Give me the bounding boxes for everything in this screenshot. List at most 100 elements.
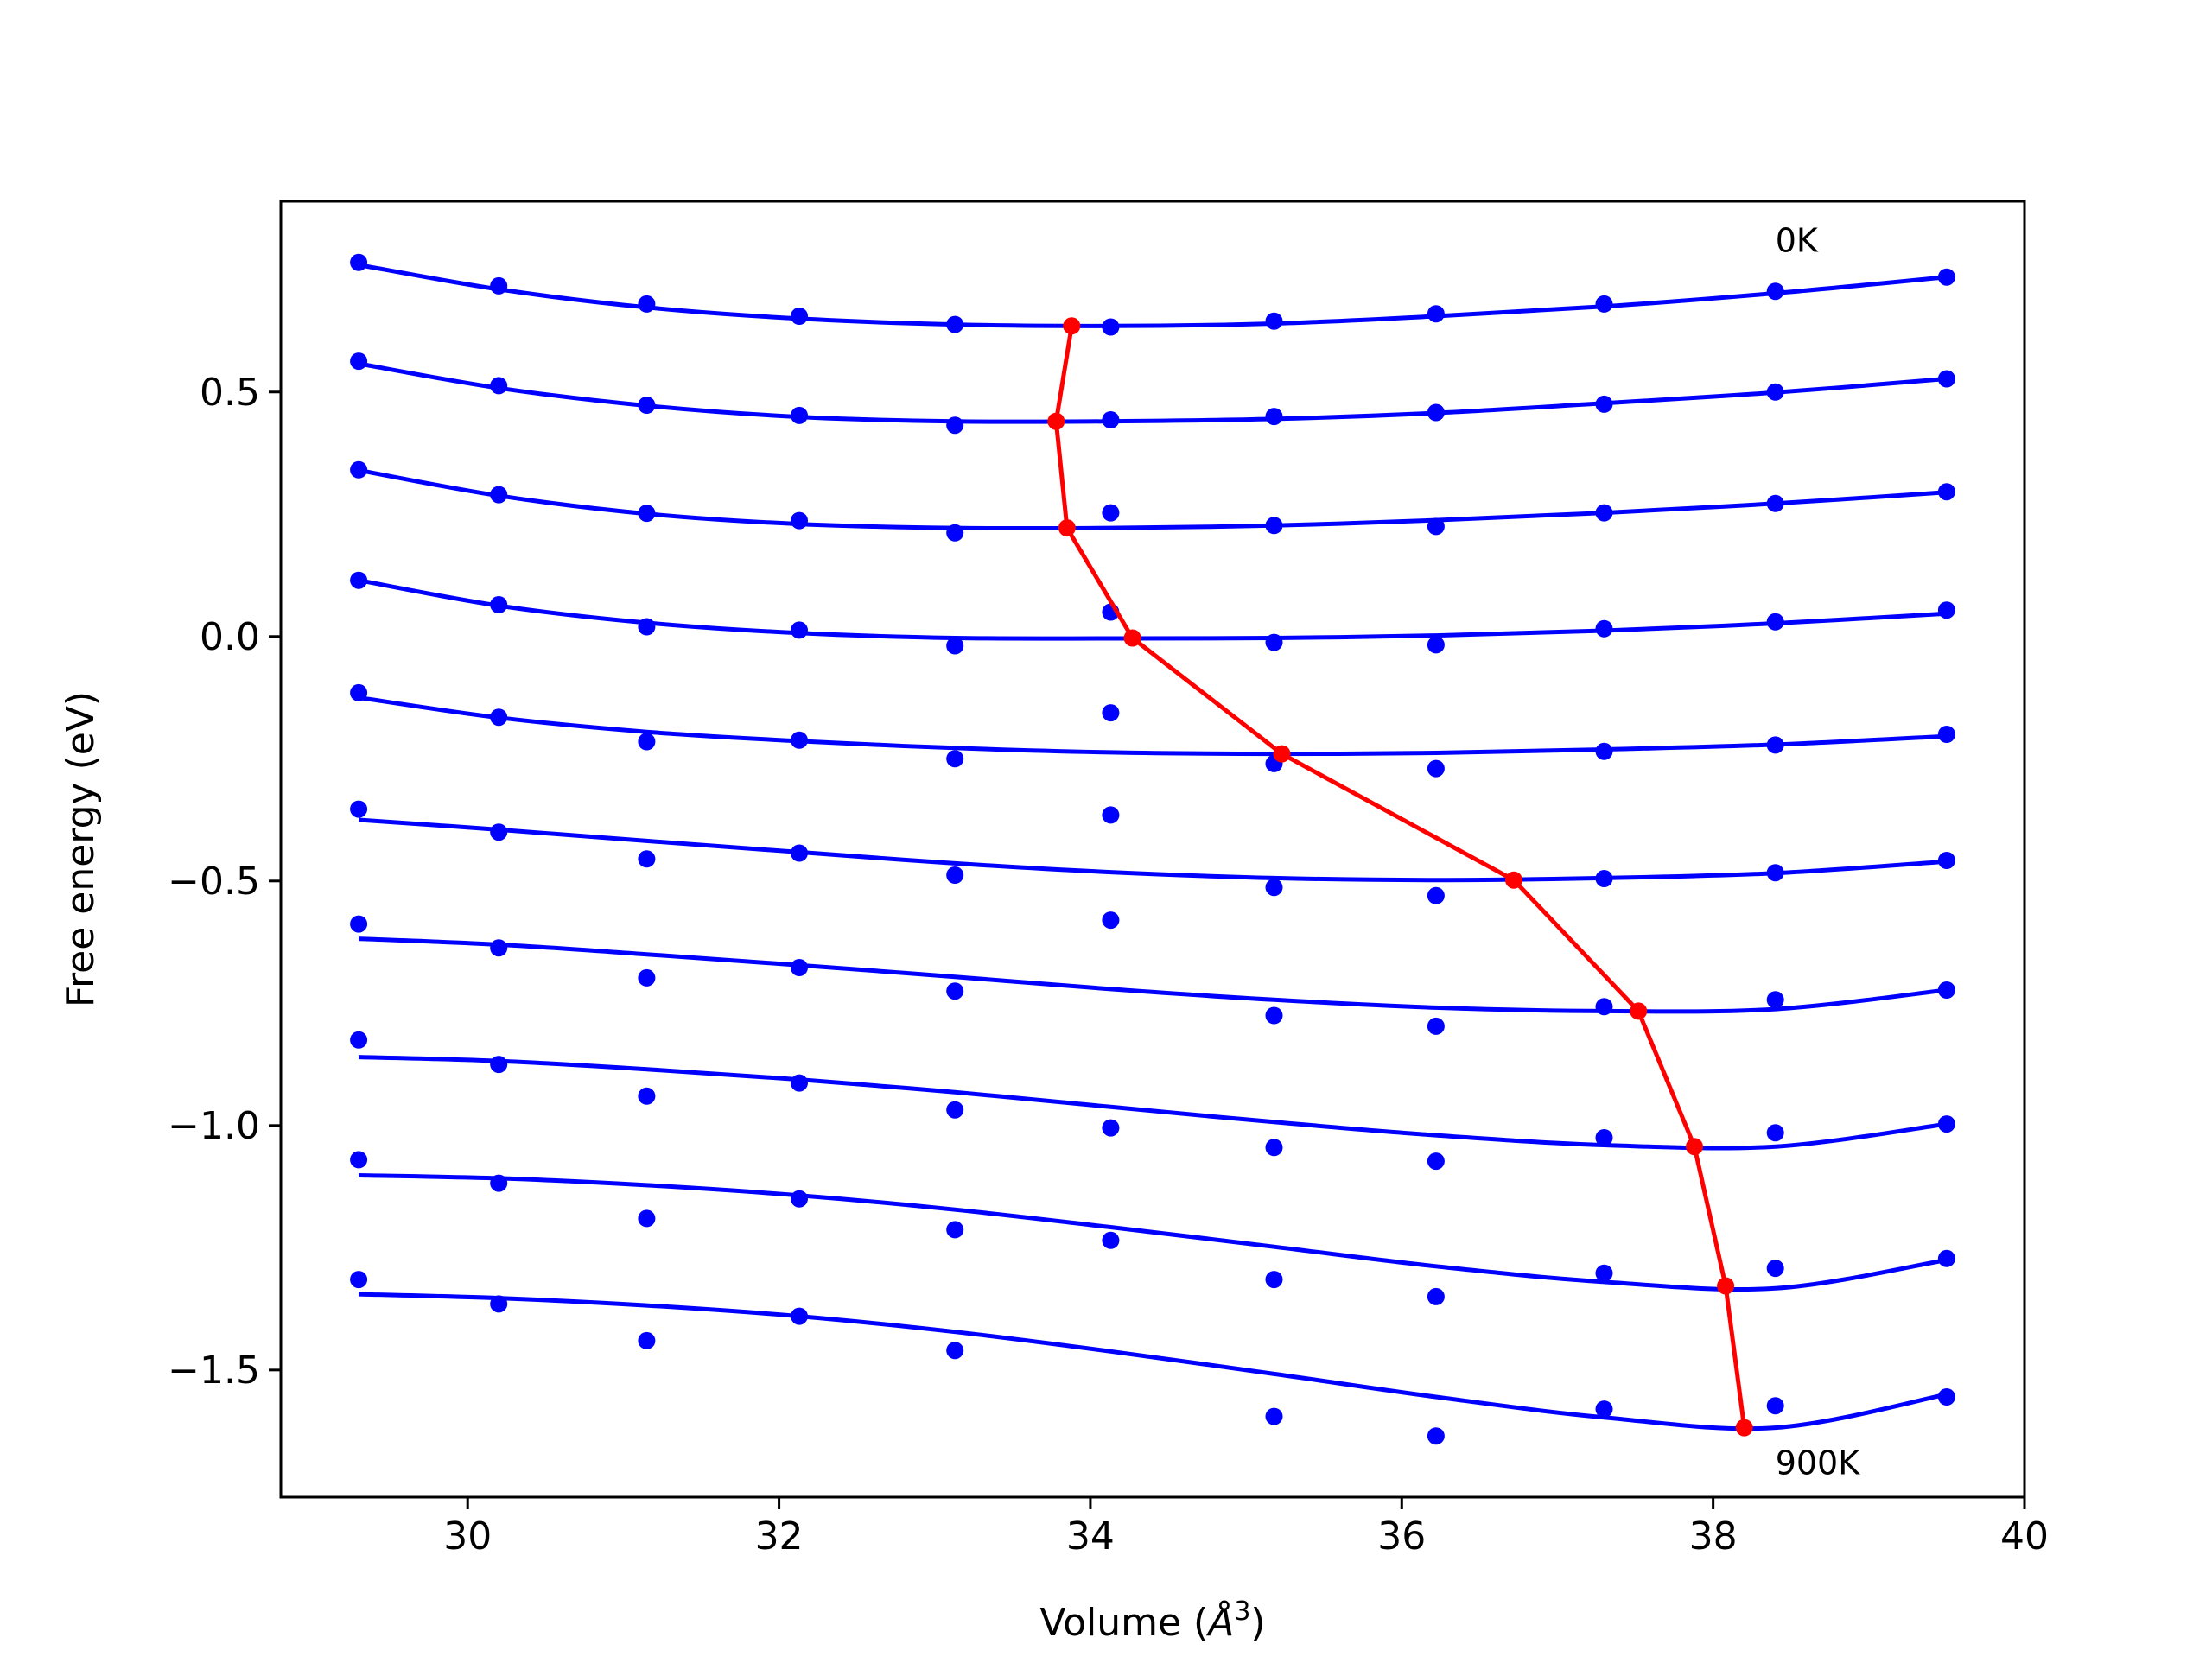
data-point-7-8 (1595, 1129, 1613, 1146)
data-point-2-7 (1427, 517, 1445, 536)
data-point-0-7 (1427, 305, 1445, 323)
data-point-4-0 (350, 683, 368, 701)
x-tick-label-4: 38 (1689, 1514, 1738, 1558)
data-point-4-2 (638, 733, 656, 751)
fit-curve-4 (358, 695, 1948, 757)
data-point-0-9 (1766, 282, 1784, 301)
data-point-5-6 (1265, 879, 1283, 897)
data-point-4-5 (1102, 704, 1120, 722)
equilibrium-point-2 (1058, 519, 1076, 537)
data-point-0-4 (946, 315, 964, 333)
data-point-6-10 (1937, 981, 1955, 999)
data-point-7-10 (1937, 1115, 1955, 1133)
data-point-6-9 (1766, 991, 1784, 1009)
data-point-4-3 (791, 731, 808, 749)
data-point-4-4 (946, 750, 964, 768)
data-point-2-9 (1766, 494, 1784, 512)
data-point-0-6 (1265, 312, 1283, 330)
data-point-6-8 (1595, 998, 1613, 1016)
equilibrium-point-8 (1717, 1277, 1735, 1295)
y-tick-label-4: −1.5 (168, 1349, 260, 1393)
x-axis-ticks: 30 32 34 36 38 40 (443, 1497, 2049, 1558)
data-point-9-2 (638, 1331, 656, 1349)
data-point-9-7 (1427, 1427, 1445, 1445)
data-point-3-0 (350, 571, 368, 589)
fit-curve-0 (358, 263, 1948, 328)
data-point-6-2 (638, 968, 656, 987)
x-axis-label-exponent: 3 (1234, 1596, 1250, 1627)
data-point-9-8 (1595, 1400, 1613, 1419)
data-point-5-9 (1766, 864, 1784, 882)
data-point-1-4 (946, 416, 964, 435)
data-point-5-5 (1102, 806, 1120, 824)
x-tick-label-0: 30 (443, 1514, 492, 1558)
data-point-2-1 (490, 486, 508, 504)
fit-curve-8 (359, 1173, 1948, 1292)
x-tick-label-1: 32 (755, 1514, 804, 1558)
data-point-9-9 (1766, 1397, 1784, 1415)
data-point-7-2 (638, 1087, 656, 1105)
data-point-8-1 (490, 1174, 508, 1192)
data-point-1-0 (350, 352, 368, 371)
data-point-6-1 (490, 939, 508, 957)
data-point-6-4 (946, 982, 964, 1000)
curve-annotations: 0K 900K (1776, 221, 1861, 1482)
data-point-6-5 (1102, 911, 1120, 930)
data-point-3-2 (638, 618, 656, 636)
y-tick-label-1: 0.0 (200, 615, 260, 659)
data-point-9-4 (946, 1342, 964, 1360)
y-tick-label-2: −0.5 (168, 860, 260, 904)
data-point-5-0 (350, 800, 368, 818)
data-point-5-10 (1937, 852, 1955, 869)
data-point-1-7 (1427, 403, 1445, 422)
data-point-5-7 (1427, 886, 1445, 904)
data-point-1-8 (1595, 395, 1613, 413)
data-point-8-6 (1265, 1271, 1283, 1289)
data-point-7-4 (946, 1101, 964, 1119)
equilibrium-point-9 (1735, 1419, 1753, 1437)
data-point-9-3 (791, 1307, 808, 1325)
data-point-4-8 (1595, 742, 1613, 760)
data-point-1-9 (1766, 383, 1784, 401)
data-point-8-10 (1937, 1249, 1955, 1267)
fit-curve-6 (358, 936, 1948, 1014)
data-point-5-4 (946, 866, 964, 884)
data-point-5-2 (638, 850, 656, 868)
equilibrium-point-3 (1123, 629, 1141, 647)
annotation-0: 0K (1776, 221, 1819, 259)
equilibrium-point-4 (1273, 745, 1291, 763)
data-point-3-6 (1265, 633, 1283, 651)
data-point-9-1 (490, 1295, 508, 1313)
data-point-6-3 (791, 959, 808, 976)
data-point-5-8 (1595, 870, 1613, 887)
data-points (350, 253, 1955, 1445)
data-point-8-9 (1766, 1260, 1784, 1278)
data-point-7-1 (490, 1056, 508, 1074)
fit-curve-1 (358, 361, 1948, 424)
data-point-2-8 (1595, 504, 1613, 522)
data-point-4-1 (490, 708, 508, 727)
equilibrium-path (1047, 317, 1753, 1437)
fit-curve-7 (359, 1055, 1948, 1151)
fit-curve-2 (358, 467, 1948, 531)
data-point-8-4 (946, 1221, 964, 1239)
data-point-8-2 (638, 1209, 656, 1228)
data-point-6-0 (350, 915, 368, 933)
data-point-6-6 (1265, 1006, 1283, 1025)
fit-curve-3 (358, 578, 1948, 641)
equilibrium-line (1053, 325, 1747, 1428)
y-tick-label-0: 0.5 (200, 371, 260, 415)
y-tick-label-3: −1.0 (168, 1104, 260, 1148)
data-point-7-0 (350, 1031, 368, 1049)
data-point-2-3 (791, 511, 808, 530)
fit-curve-9 (359, 1292, 1948, 1431)
data-point-0-3 (791, 308, 808, 325)
x-tick-label-3: 36 (1377, 1514, 1426, 1558)
data-point-0-8 (1595, 295, 1613, 313)
data-point-2-0 (350, 460, 368, 479)
data-point-8-7 (1427, 1287, 1445, 1305)
equilibrium-point-5 (1505, 871, 1522, 889)
x-tick-label-2: 34 (1066, 1514, 1115, 1558)
